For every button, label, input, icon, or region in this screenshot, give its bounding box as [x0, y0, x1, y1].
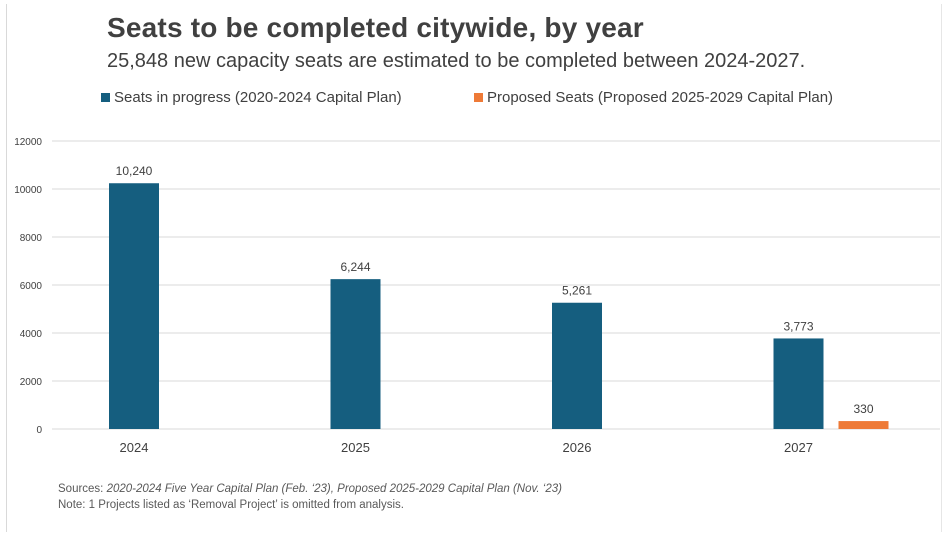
y-tick-label: 2000	[20, 377, 43, 388]
x-tick-label: 2027	[784, 440, 813, 455]
x-tick-label: 2026	[563, 440, 592, 455]
bar-2027-series1	[773, 338, 824, 429]
bar-2026-series1	[552, 302, 602, 429]
legend: Seats in progress (2020-2024 Capital Pla…	[0, 89, 944, 109]
note-line: Note: 1 Projects listed as ‘Removal Proj…	[58, 499, 404, 511]
y-tick-label: 4000	[20, 329, 43, 340]
bar-2025-series1	[330, 279, 381, 429]
data-label: 330	[853, 402, 873, 416]
y-tick-label: 6000	[20, 281, 43, 292]
legend-swatch-series1	[101, 93, 110, 102]
bar-2024-series1	[109, 183, 159, 429]
data-label: 3,773	[783, 319, 813, 333]
legend-item-proposed-seats: Proposed Seats (Proposed 2025-2029 Capit…	[474, 89, 833, 106]
legend-item-seats-in-progress: Seats in progress (2020-2024 Capital Pla…	[101, 89, 402, 106]
legend-label-series1: Seats in progress (2020-2024 Capital Pla…	[114, 89, 402, 106]
y-tick-label: 8000	[20, 233, 43, 244]
sources-line: Sources: 2020-2024 Five Year Capital Pla…	[58, 481, 562, 497]
x-tick-label: 2024	[120, 440, 149, 455]
footer-notes: Sources: 2020-2024 Five Year Capital Pla…	[58, 481, 562, 513]
sources-label: Sources:	[58, 483, 104, 495]
data-label: 10,240	[116, 164, 153, 178]
x-tick-label: 2025	[341, 440, 370, 455]
legend-swatch-series2	[474, 93, 483, 102]
y-tick-label: 0	[36, 425, 42, 436]
sources-text: 2020-2024 Five Year Capital Plan (Feb. ‘…	[106, 483, 562, 495]
data-label: 5,261	[562, 284, 592, 298]
bar-2027-series2	[838, 421, 889, 429]
y-tick-label: 10000	[14, 185, 42, 196]
legend-label-series2: Proposed Seats (Proposed 2025-2029 Capit…	[487, 89, 834, 106]
data-label: 6,244	[340, 260, 370, 274]
chart-title: Seats to be completed citywide, by year	[107, 12, 644, 43]
chart-subtitle: 25,848 new capacity seats are estimated …	[107, 50, 806, 72]
y-tick-label: 12000	[14, 137, 42, 148]
chart-frame	[6, 4, 942, 532]
